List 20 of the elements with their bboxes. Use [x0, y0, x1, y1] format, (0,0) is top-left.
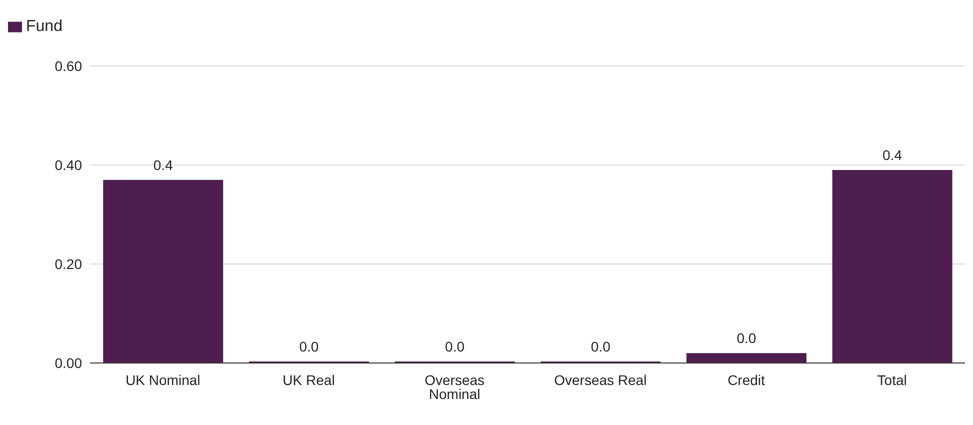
x-tick-label: Overseas Nominal — [424, 372, 485, 402]
data-label: 0.4 — [882, 146, 902, 163]
x-tick-label: Credit — [728, 372, 766, 388]
bar — [686, 353, 806, 363]
legend-label: Fund — [26, 18, 62, 35]
data-label: 0.4 — [153, 156, 174, 173]
y-tick-label: 0.20 — [54, 256, 82, 272]
x-tick-label: Total — [877, 372, 907, 388]
x-tick-label: UK Nominal — [126, 372, 200, 388]
y-tick-label: 0.60 — [54, 58, 82, 74]
data-label: 0.0 — [445, 338, 465, 355]
data-label: 0.0 — [299, 338, 319, 355]
y-tick-label: 0.00 — [54, 354, 82, 371]
data-label: 0.0 — [736, 330, 756, 346]
bar — [103, 180, 224, 363]
bar — [832, 170, 952, 363]
data-label: 0.0 — [590, 338, 611, 355]
y-tick-label: 0.40 — [54, 156, 82, 173]
x-tick-label: Overseas Real — [554, 372, 647, 388]
x-tick-label: UK Real — [282, 372, 335, 388]
